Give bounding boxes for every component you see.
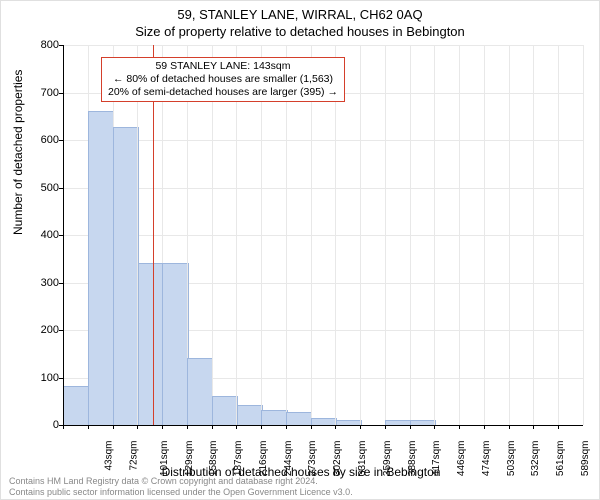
x-tick-mark bbox=[410, 425, 411, 429]
y-tick-label: 700 bbox=[1, 87, 59, 99]
gridline-h bbox=[63, 45, 583, 46]
x-tick-label: 446sqm bbox=[456, 441, 467, 477]
histogram-bar bbox=[286, 412, 312, 425]
x-tick-label: 302sqm bbox=[332, 441, 343, 477]
chart-container: 59, STANLEY LANE, WIRRAL, CH62 0AQ Size … bbox=[0, 0, 600, 500]
address-title: 59, STANLEY LANE, WIRRAL, CH62 0AQ bbox=[1, 7, 599, 22]
x-tick-label: 43sqm bbox=[104, 441, 115, 471]
annotation-line: 20% of semi-detached houses are larger (… bbox=[108, 86, 338, 99]
gridline-v bbox=[360, 45, 361, 425]
x-tick-mark bbox=[434, 425, 435, 429]
x-tick-mark bbox=[162, 425, 163, 429]
x-tick-label: 388sqm bbox=[407, 441, 418, 477]
y-tick-label: 200 bbox=[1, 324, 59, 336]
x-tick-label: 503sqm bbox=[506, 441, 517, 477]
gridline-v bbox=[410, 45, 411, 425]
x-tick-mark bbox=[113, 425, 114, 429]
x-tick-mark bbox=[286, 425, 287, 429]
histogram-bar bbox=[88, 111, 114, 426]
histogram-bar bbox=[237, 405, 263, 425]
x-tick-mark bbox=[311, 425, 312, 429]
gridline-v bbox=[434, 45, 435, 425]
x-tick-mark bbox=[88, 425, 89, 429]
annotation-line: ← 80% of detached houses are smaller (1,… bbox=[108, 73, 338, 86]
gridline-v bbox=[459, 45, 460, 425]
x-tick-label: 72sqm bbox=[129, 441, 140, 471]
gridline-h bbox=[63, 140, 583, 141]
y-tick-mark bbox=[59, 330, 63, 331]
y-tick-mark bbox=[59, 283, 63, 284]
x-tick-label: 417sqm bbox=[431, 441, 442, 477]
x-tick-mark bbox=[484, 425, 485, 429]
x-tick-label: 187sqm bbox=[233, 441, 244, 477]
y-tick-label: 400 bbox=[1, 229, 59, 241]
histogram-bar bbox=[212, 396, 238, 426]
x-tick-mark bbox=[533, 425, 534, 429]
y-tick-label: 800 bbox=[1, 39, 59, 51]
x-tick-label: 216sqm bbox=[258, 441, 269, 477]
footer-text: Contains HM Land Registry data © Crown c… bbox=[9, 476, 593, 497]
annotation-box: 59 STANLEY LANE: 143sqm← 80% of detached… bbox=[101, 57, 345, 102]
gridline-v bbox=[533, 45, 534, 425]
y-tick-label: 600 bbox=[1, 134, 59, 146]
y-tick-mark bbox=[59, 140, 63, 141]
x-tick-mark bbox=[459, 425, 460, 429]
histogram-bar bbox=[261, 410, 287, 425]
x-axis-line bbox=[63, 425, 583, 426]
x-tick-label: 158sqm bbox=[209, 441, 220, 477]
x-tick-label: 129sqm bbox=[184, 441, 195, 477]
histogram-bar bbox=[311, 418, 337, 425]
x-tick-mark bbox=[558, 425, 559, 429]
x-tick-mark bbox=[212, 425, 213, 429]
x-tick-label: 561sqm bbox=[555, 441, 566, 477]
x-tick-mark bbox=[187, 425, 188, 429]
x-tick-mark bbox=[236, 425, 237, 429]
gridline-v bbox=[484, 45, 485, 425]
x-tick-label: 101sqm bbox=[159, 441, 170, 477]
y-tick-label: 300 bbox=[1, 277, 59, 289]
x-tick-mark bbox=[335, 425, 336, 429]
footer-line-2: Contains public sector information licen… bbox=[9, 487, 593, 497]
x-tick-label: 532sqm bbox=[530, 441, 541, 477]
y-tick-mark bbox=[59, 188, 63, 189]
histogram-bar bbox=[162, 263, 188, 426]
y-tick-label: 100 bbox=[1, 372, 59, 384]
x-tick-mark bbox=[137, 425, 138, 429]
gridline-h bbox=[63, 235, 583, 236]
y-tick-mark bbox=[59, 235, 63, 236]
x-tick-mark bbox=[63, 425, 64, 429]
gridline-v bbox=[509, 45, 510, 425]
histogram-bar bbox=[113, 127, 139, 425]
x-tick-mark bbox=[509, 425, 510, 429]
y-tick-label: 500 bbox=[1, 182, 59, 194]
annotation-line: 59 STANLEY LANE: 143sqm bbox=[108, 60, 338, 73]
gridline-v bbox=[583, 45, 584, 425]
histogram-bar bbox=[138, 263, 164, 426]
chart-subtitle: Size of property relative to detached ho… bbox=[1, 24, 599, 39]
x-tick-label: 474sqm bbox=[481, 441, 492, 477]
gridline-h bbox=[63, 188, 583, 189]
x-tick-mark bbox=[360, 425, 361, 429]
x-tick-label: 273sqm bbox=[308, 441, 319, 477]
gridline-v bbox=[385, 45, 386, 425]
y-axis-line bbox=[63, 45, 64, 425]
x-tick-label: 589sqm bbox=[580, 441, 591, 477]
y-tick-mark bbox=[59, 378, 63, 379]
x-tick-label: 331sqm bbox=[357, 441, 368, 477]
x-tick-mark bbox=[385, 425, 386, 429]
y-tick-label: 0 bbox=[1, 419, 59, 431]
gridline-v bbox=[558, 45, 559, 425]
y-tick-mark bbox=[59, 93, 63, 94]
x-tick-label: 244sqm bbox=[283, 441, 294, 477]
histogram-bar bbox=[187, 358, 213, 426]
y-tick-mark bbox=[59, 45, 63, 46]
histogram-bar bbox=[63, 386, 89, 425]
footer-line-1: Contains HM Land Registry data © Crown c… bbox=[9, 476, 593, 486]
x-tick-label: 359sqm bbox=[382, 441, 393, 477]
x-tick-mark bbox=[261, 425, 262, 429]
